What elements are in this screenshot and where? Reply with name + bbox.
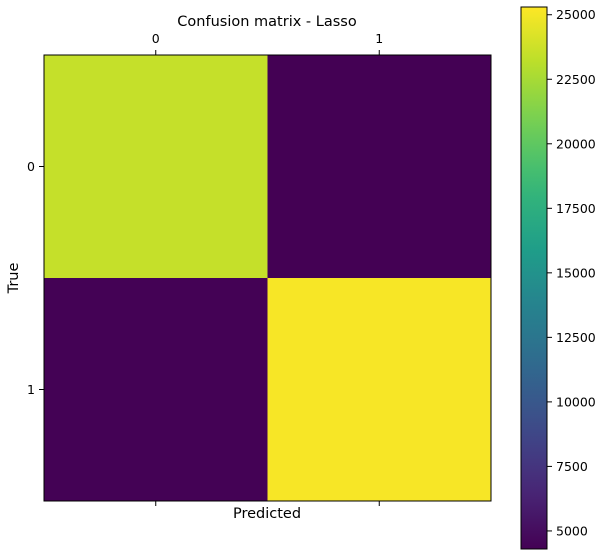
colorbar-tick-label: 20000 — [556, 136, 596, 151]
y-tick-label: 1 — [27, 382, 35, 397]
heatmap-cell-0-1 — [267, 55, 491, 278]
colorbar-ticks: 5000 7500 10000 12500 15000 17500 20000 22500 25… — [547, 7, 596, 538]
x-tick-label: 1 — [375, 31, 383, 46]
y-axis-label: True — [6, 263, 22, 295]
chart-title: Confusion matrix - Lasso — [177, 14, 357, 30]
heatmap-cell-1-1 — [267, 278, 491, 501]
heatmap-cells — [44, 55, 491, 501]
x-axis-label: Predicted — [233, 506, 301, 522]
heatmap-cell-1-0 — [44, 278, 268, 501]
y-tick-label: 0 — [27, 159, 35, 174]
colorbar-tick-label: 12500 — [556, 330, 596, 345]
plot-frame — [43, 54, 492, 502]
heatmap-cell-0-0 — [44, 55, 268, 278]
x-tick-label: 0 — [152, 31, 160, 46]
colorbar-tick-label: 15000 — [556, 265, 596, 280]
colorbar — [520, 6, 548, 550]
colorbar-tick-label: 22500 — [556, 72, 596, 87]
colorbar-tick-label: 17500 — [556, 201, 596, 216]
colorbar-tick-label: 10000 — [556, 394, 596, 409]
colorbar-tick-label: 25000 — [556, 7, 596, 22]
colorbar-tick-label: 5000 — [556, 523, 588, 538]
y-axis-ticks: 01 — [27, 159, 44, 397]
colorbar-tick-label: 7500 — [556, 459, 588, 474]
